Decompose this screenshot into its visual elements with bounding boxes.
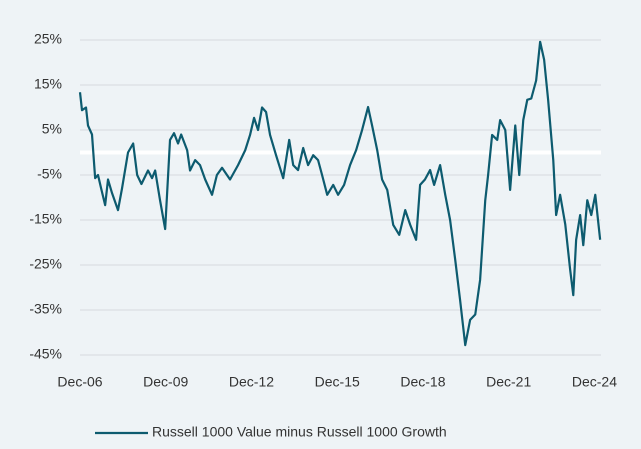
x-tick-label: Dec-06 <box>57 374 102 390</box>
y-tick-label: 15% <box>34 76 62 92</box>
x-tick-label: Dec-12 <box>229 374 274 390</box>
x-tick-label: Dec-15 <box>315 374 360 390</box>
data-line <box>78 40 602 347</box>
y-tick-label: 5% <box>42 121 62 137</box>
x-tick-label: Dec-24 <box>572 374 617 390</box>
legend-label: Russell 1000 Value minus Russell 1000 Gr… <box>152 424 447 440</box>
y-tick-label: 25% <box>34 31 62 47</box>
y-tick-label: -25% <box>29 256 62 272</box>
x-tick-label: Dec-21 <box>486 374 531 390</box>
y-tick-label: -45% <box>29 346 62 362</box>
y-tick-label: -5% <box>37 166 62 182</box>
x-tick-label: Dec-09 <box>143 374 188 390</box>
y-tick-label: -15% <box>29 211 62 227</box>
x-tick-label: Dec-18 <box>400 374 445 390</box>
y-tick-label: -35% <box>29 301 62 317</box>
